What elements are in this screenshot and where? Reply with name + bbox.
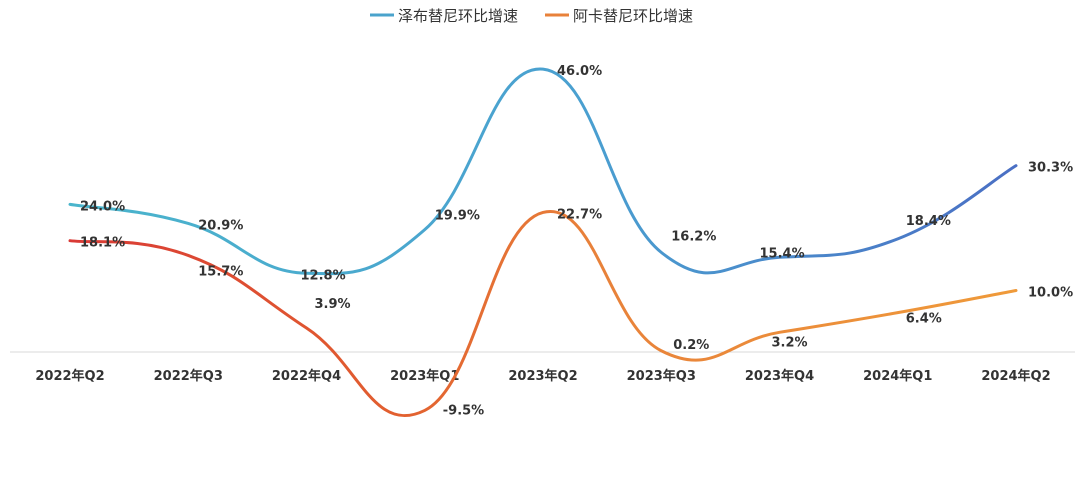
data-labels: 24.0% 20.9% 12.8% 19.9% 46.0% 16.2% 15.4% 18.4%… (80, 64, 1073, 418)
data-label-series-0: 30.3% (1028, 161, 1073, 176)
x-tick-label: 2022年Q4 (272, 368, 341, 384)
x-axis-tick-labels: 2022年Q2 2022年Q3 2022年Q4 2023年Q1 2023年Q2 2023年… (35, 368, 1050, 384)
data-label-series-0: 46.0% (557, 64, 602, 79)
data-label-series-1: 15.7% (198, 264, 243, 279)
x-tick-label: 2023年Q2 (508, 368, 577, 384)
legend-label-0: 泽布替尼环比增速 (398, 7, 518, 25)
x-tick-label: 2024年Q2 (981, 368, 1050, 384)
data-label-series-0: 12.8% (301, 268, 346, 283)
data-label-series-1: 6.4% (906, 312, 942, 327)
data-label-series-1: 3.2% (772, 335, 808, 350)
data-label-series-0: 20.9% (198, 218, 243, 233)
series-lines (68, 67, 1018, 418)
data-label-series-1: 18.1% (80, 236, 125, 251)
series-line-1 (68, 210, 1018, 418)
legend-label-1: 阿卡替尼环比增速 (573, 7, 693, 25)
data-label-series-0: 18.4% (906, 214, 951, 229)
x-tick-label: 2023年Q1 (390, 368, 459, 384)
x-tick-label: 2022年Q2 (35, 368, 104, 384)
x-tick-label: 2023年Q4 (745, 368, 814, 384)
data-label-series-0: 24.0% (80, 199, 125, 214)
x-tick-label: 2024年Q1 (863, 368, 932, 384)
data-label-series-1: -9.5% (443, 403, 484, 418)
data-label-series-1: 22.7% (557, 207, 602, 222)
data-label-series-1: 3.9% (315, 297, 351, 312)
x-tick-label: 2022年Q3 (154, 368, 223, 384)
data-label-series-0: 15.4% (760, 246, 805, 261)
data-label-series-0: 19.9% (435, 209, 480, 224)
data-label-series-0: 16.2% (671, 229, 716, 244)
data-label-series-1: 0.2% (673, 338, 709, 353)
legend: 泽布替尼环比增速 阿卡替尼环比增速 (370, 7, 693, 25)
x-tick-label: 2023年Q3 (627, 368, 696, 384)
series-line-0 (68, 67, 1018, 276)
data-label-series-1: 10.0% (1028, 286, 1073, 301)
